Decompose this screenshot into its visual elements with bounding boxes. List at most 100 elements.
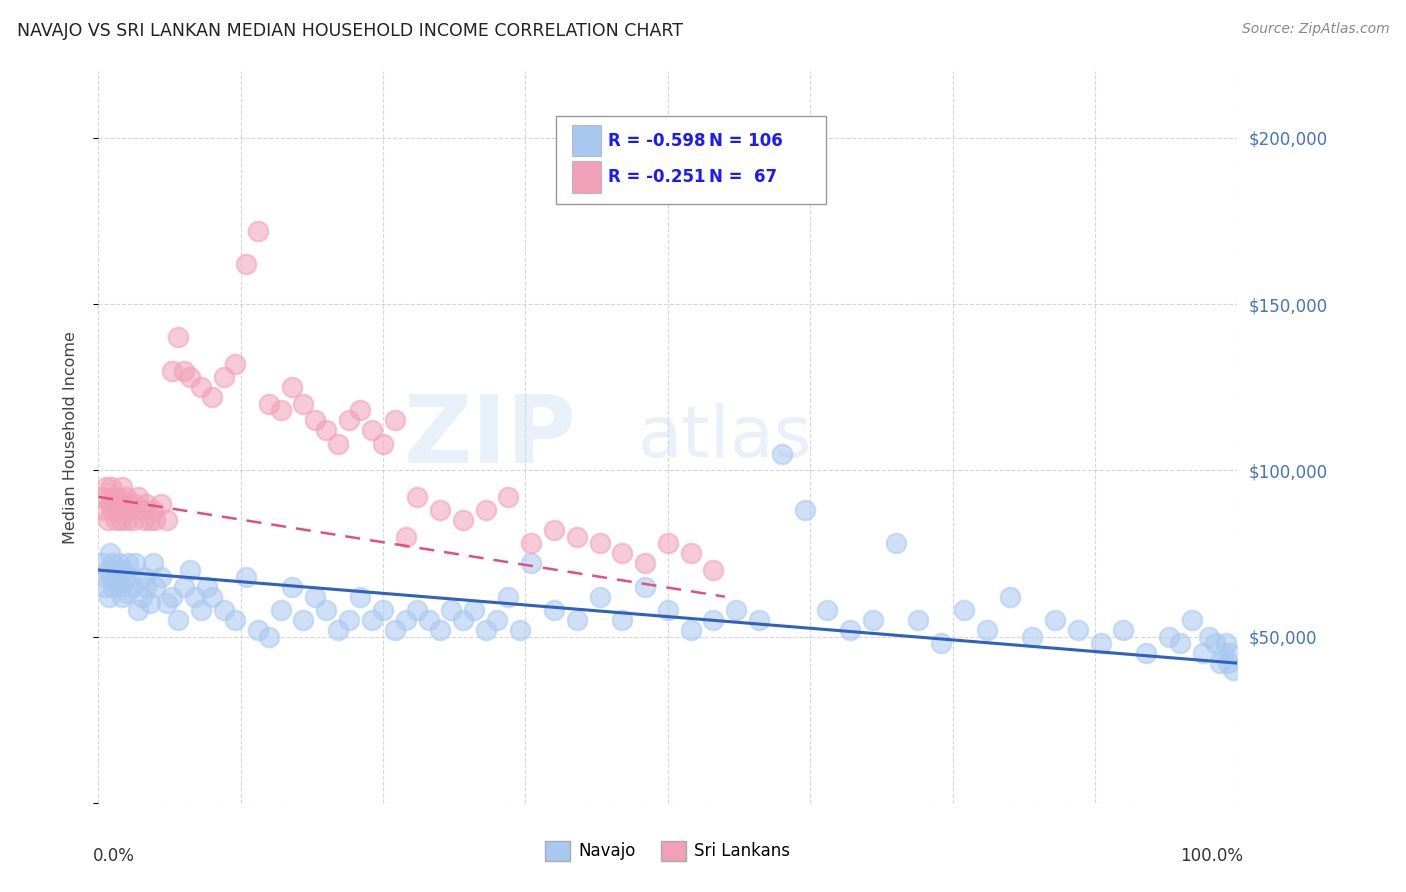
Point <box>360 613 382 627</box>
Point <box>98 546 121 560</box>
Point <box>1067 623 1090 637</box>
Point <box>97 590 120 604</box>
Point <box>179 370 201 384</box>
Point <box>131 590 153 604</box>
Point <box>96 563 118 577</box>
Point <box>167 613 190 627</box>
Point <box>657 536 679 550</box>
Point <box>384 623 406 637</box>
Point <box>173 580 195 594</box>
Point <box>115 586 138 600</box>
Point <box>337 413 360 427</box>
Point <box>104 563 127 577</box>
Point <box>543 603 565 617</box>
Point <box>90 557 112 571</box>
Point <box>127 603 149 617</box>
Point <box>190 380 212 394</box>
Point <box>135 580 157 594</box>
Point <box>246 224 269 238</box>
Point <box>179 563 201 577</box>
Point <box>315 603 337 617</box>
Point <box>1090 636 1112 650</box>
Point <box>132 513 155 527</box>
Text: N =  67: N = 67 <box>709 168 778 186</box>
Point <box>884 536 907 550</box>
Point <box>429 623 451 637</box>
Point <box>104 513 127 527</box>
Point <box>224 613 246 627</box>
Point <box>292 397 315 411</box>
Point <box>384 413 406 427</box>
Point <box>173 363 195 377</box>
Point <box>120 497 142 511</box>
Point <box>124 557 146 571</box>
Point <box>1212 646 1234 660</box>
Point <box>612 613 634 627</box>
Point <box>520 557 543 571</box>
Point <box>127 490 149 504</box>
Point <box>224 357 246 371</box>
Point <box>702 563 724 577</box>
Point <box>138 513 160 527</box>
Point <box>371 436 394 450</box>
Text: Source: ZipAtlas.com: Source: ZipAtlas.com <box>1241 22 1389 37</box>
Point <box>150 497 173 511</box>
Point <box>98 497 121 511</box>
Point <box>108 497 131 511</box>
Point <box>1112 623 1135 637</box>
Point <box>259 630 281 644</box>
Point <box>94 580 117 594</box>
Text: R = -0.598: R = -0.598 <box>607 131 704 150</box>
Point <box>463 603 485 617</box>
Point <box>451 613 474 627</box>
Point <box>976 623 998 637</box>
Point <box>1218 656 1240 670</box>
Point <box>315 424 337 438</box>
Point <box>101 557 124 571</box>
Point <box>103 580 125 594</box>
Point <box>117 503 139 517</box>
Point <box>117 557 139 571</box>
Point <box>212 370 235 384</box>
Point <box>114 570 136 584</box>
Point <box>349 590 371 604</box>
Point <box>103 490 125 504</box>
Point <box>1219 646 1241 660</box>
Point <box>702 613 724 627</box>
Point <box>304 590 326 604</box>
Point <box>429 503 451 517</box>
Point <box>725 603 748 617</box>
Point <box>337 613 360 627</box>
Point <box>304 413 326 427</box>
Point <box>634 580 657 594</box>
Legend: Navajo, Sri Lankans: Navajo, Sri Lankans <box>538 834 797 868</box>
Point <box>406 603 429 617</box>
Point <box>1215 636 1237 650</box>
Point <box>406 490 429 504</box>
Point <box>929 636 952 650</box>
Point <box>121 580 143 594</box>
Point <box>360 424 382 438</box>
Point <box>145 513 167 527</box>
Point <box>395 613 418 627</box>
Point <box>588 590 610 604</box>
Point <box>440 603 463 617</box>
Point <box>281 580 304 594</box>
Point <box>111 480 134 494</box>
Point <box>498 490 520 504</box>
Point <box>93 503 115 517</box>
Point <box>1222 663 1244 677</box>
Point <box>124 497 146 511</box>
Point <box>509 623 531 637</box>
Point <box>145 580 167 594</box>
Point <box>520 536 543 550</box>
Point <box>108 557 131 571</box>
Text: 0.0%: 0.0% <box>93 847 135 864</box>
Point <box>162 363 184 377</box>
Point <box>326 623 349 637</box>
Point <box>498 590 520 604</box>
Point <box>612 546 634 560</box>
Point <box>451 513 474 527</box>
Point <box>201 390 224 404</box>
Point <box>270 403 292 417</box>
